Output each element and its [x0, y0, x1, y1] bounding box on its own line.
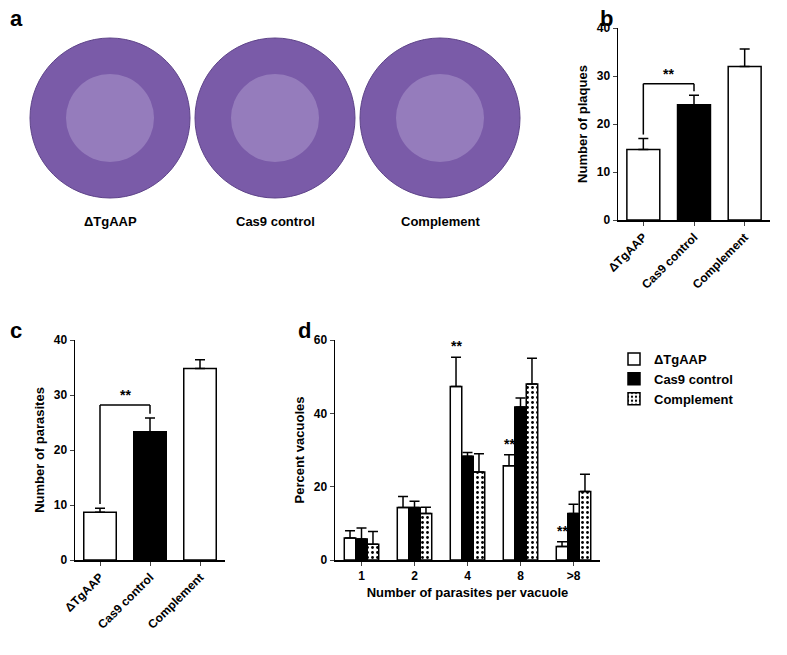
svg-text:Complement: Complement: [145, 570, 206, 631]
svg-text:60: 60: [314, 333, 328, 347]
svg-text:20: 20: [54, 443, 68, 457]
svg-text:20: 20: [314, 480, 328, 494]
svg-text:Percent vacuoles: Percent vacuoles: [292, 397, 307, 504]
svg-text:0: 0: [603, 213, 610, 227]
svg-text:b: b: [600, 6, 613, 31]
svg-text:Cas9 control: Cas9 control: [95, 570, 156, 631]
svg-text:ΔTgAAP: ΔTgAAP: [605, 230, 649, 274]
svg-text:Number of parasites: Number of parasites: [32, 387, 47, 513]
svg-text:ΔTgAAP: ΔTgAAP: [84, 214, 137, 229]
svg-text:Number of parasites per vacuol: Number of parasites per vacuole: [367, 585, 569, 600]
svg-text:ΔTgAAP: ΔTgAAP: [654, 352, 707, 367]
svg-text:10: 10: [54, 498, 68, 512]
svg-text:Number of plaques: Number of plaques: [575, 65, 590, 183]
svg-text:>8: >8: [567, 569, 581, 583]
svg-text:**: **: [120, 387, 131, 403]
svg-text:40: 40: [314, 407, 328, 421]
svg-text:4: 4: [464, 569, 471, 583]
svg-text:**: **: [557, 523, 568, 539]
svg-text:40: 40: [54, 333, 68, 347]
svg-text:**: **: [663, 66, 674, 82]
svg-text:40: 40: [597, 21, 611, 35]
svg-text:Cas9 control: Cas9 control: [654, 372, 733, 387]
svg-text:Complement: Complement: [401, 214, 480, 229]
svg-text:2: 2: [411, 569, 418, 583]
svg-text:8: 8: [517, 569, 524, 583]
svg-text:Complement: Complement: [690, 230, 751, 291]
svg-text:10: 10: [597, 165, 611, 179]
svg-text:a: a: [10, 6, 23, 31]
svg-text:Cas9 control: Cas9 control: [639, 230, 700, 291]
svg-text:ΔTgAAP: ΔTgAAP: [62, 570, 106, 614]
svg-text:**: **: [504, 436, 515, 452]
svg-text:30: 30: [597, 69, 611, 83]
svg-text:0: 0: [320, 553, 327, 567]
svg-text:d: d: [298, 318, 311, 343]
svg-text:Cas9 control: Cas9 control: [236, 214, 315, 229]
svg-text:c: c: [10, 318, 22, 343]
svg-text:30: 30: [54, 388, 68, 402]
svg-text:**: **: [451, 338, 462, 354]
svg-text:0: 0: [60, 553, 67, 567]
svg-text:1: 1: [358, 569, 365, 583]
svg-text:20: 20: [597, 117, 611, 131]
svg-text:Complement: Complement: [654, 392, 733, 407]
